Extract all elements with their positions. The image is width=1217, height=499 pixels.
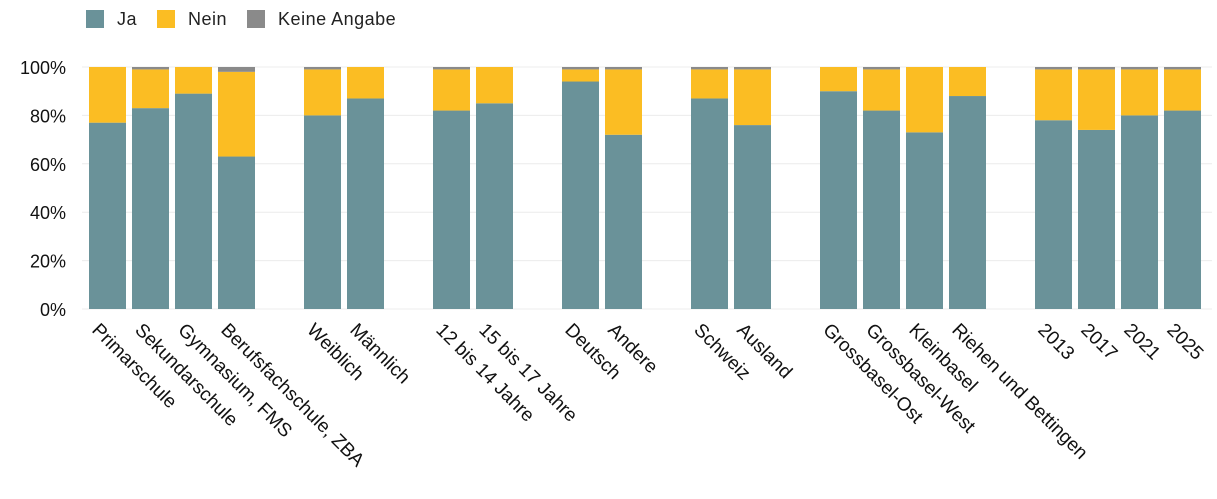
bar-segment — [820, 67, 857, 92]
bar-segment — [863, 110, 900, 309]
bar-segment — [1164, 69, 1201, 111]
bar-segment — [175, 93, 212, 310]
legend-item-keine-angabe[interactable]: Keine Angabe — [247, 9, 396, 30]
legend-label-keine-angabe: Keine Angabe — [278, 8, 397, 29]
bar-segment — [89, 122, 126, 309]
bar-segment — [605, 134, 642, 309]
legend-swatch-nein — [157, 10, 176, 28]
y-tick-label: 100% — [20, 58, 66, 78]
y-tick-label: 60% — [30, 155, 66, 175]
bar-segment — [433, 110, 470, 309]
bar-segment — [476, 103, 513, 309]
bar-segment — [1078, 129, 1115, 309]
bar-segment — [304, 67, 341, 70]
bar-segment — [734, 67, 771, 70]
bar-segment — [734, 69, 771, 126]
bar-segment — [562, 67, 599, 70]
bar-segment — [1035, 67, 1072, 70]
bar-segment — [1078, 67, 1115, 70]
bar-segment — [132, 69, 169, 109]
legend-label-ja: Ja — [117, 8, 138, 29]
y-tick-label: 20% — [30, 252, 66, 272]
bar-segment — [476, 67, 513, 104]
bar-segment — [433, 67, 470, 70]
x-category-label: 2025 — [1162, 320, 1207, 365]
bar-segment — [562, 69, 599, 82]
bar-segment — [304, 69, 341, 116]
bar-segment — [1121, 115, 1158, 310]
bar-segment — [433, 69, 470, 111]
bar-segment — [605, 69, 642, 135]
bar-segment — [304, 115, 341, 310]
bar-segment — [691, 69, 728, 99]
bar-segment — [175, 67, 212, 94]
bar-segment — [132, 67, 169, 70]
x-category-label: 2017 — [1076, 320, 1121, 365]
bar-segment — [218, 156, 255, 309]
bar-segment — [1035, 120, 1072, 310]
bar-segment — [347, 67, 384, 99]
y-tick-label: 40% — [30, 203, 66, 223]
x-category-label: 2013 — [1033, 320, 1078, 365]
bar-segment — [1121, 69, 1158, 116]
bar-segment — [820, 91, 857, 309]
bar-segment — [562, 81, 599, 310]
bar-segment — [863, 69, 900, 111]
legend: Ja Nein Keine Angabe — [86, 6, 416, 32]
bar-segment — [906, 132, 943, 309]
bar-segment — [132, 108, 169, 309]
x-category-label: 2021 — [1119, 320, 1164, 365]
bar-segment — [347, 98, 384, 310]
y-tick-label: 80% — [30, 106, 66, 126]
legend-swatch-keine-angabe — [247, 10, 266, 28]
bar-segment — [949, 96, 986, 309]
bar-segment — [1035, 69, 1072, 121]
bar-segment — [1164, 110, 1201, 309]
bar-segment — [734, 125, 771, 309]
legend-label-nein: Nein — [188, 8, 228, 29]
bar-segment — [1078, 69, 1115, 130]
legend-item-ja[interactable]: Ja — [86, 9, 137, 30]
bar-segment — [605, 67, 642, 70]
legend-swatch-ja — [86, 10, 104, 28]
y-tick-label: 0% — [40, 300, 66, 320]
bar-segment — [1164, 67, 1201, 70]
bar-segment — [863, 67, 900, 70]
bar-segment — [691, 67, 728, 70]
bar-segment — [218, 71, 255, 157]
bar-segment — [218, 67, 255, 72]
bar-segment — [1121, 67, 1158, 70]
legend-item-nein[interactable]: Nein — [157, 9, 227, 30]
bar-segment — [691, 98, 728, 310]
bar-segment — [949, 67, 986, 97]
bar-segment — [89, 67, 126, 123]
bar-segment — [906, 67, 943, 133]
